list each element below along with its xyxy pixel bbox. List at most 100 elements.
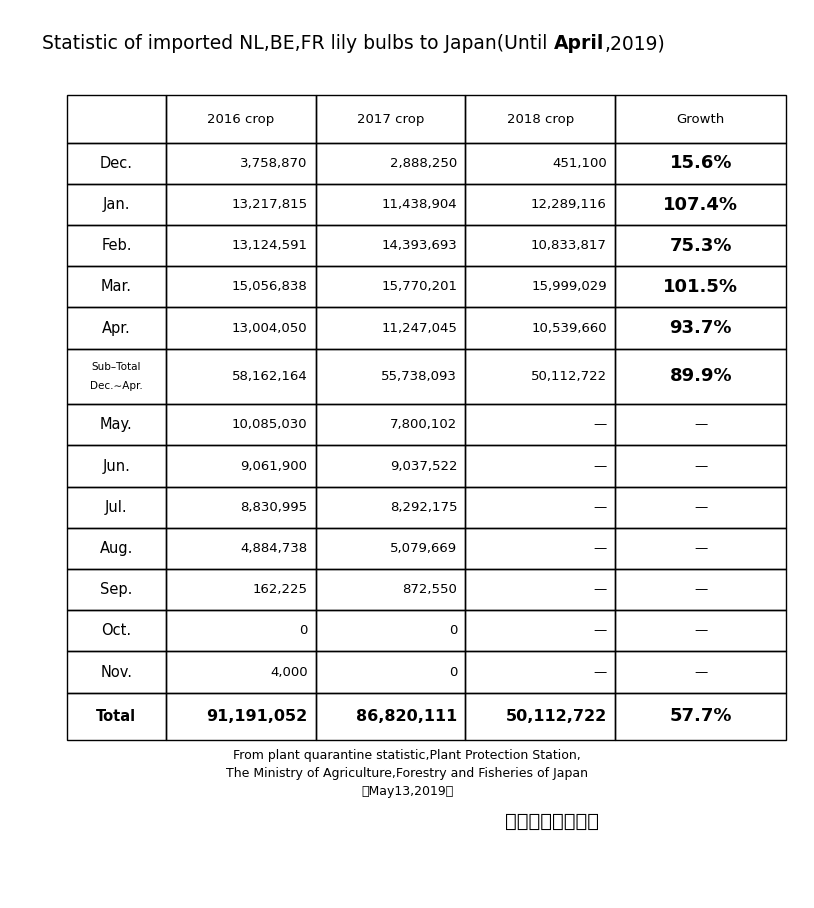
Text: Jul.: Jul. bbox=[105, 499, 128, 515]
Bar bbox=[466, 404, 615, 446]
Text: —: — bbox=[593, 583, 607, 597]
Text: 50,112,722: 50,112,722 bbox=[531, 370, 607, 383]
Text: 2017 crop: 2017 crop bbox=[357, 113, 424, 125]
Bar bbox=[615, 610, 786, 651]
Bar bbox=[316, 569, 466, 610]
Bar bbox=[466, 487, 615, 528]
Bar bbox=[466, 569, 615, 610]
Text: 2016 crop: 2016 crop bbox=[208, 113, 274, 125]
Text: 12,289,116: 12,289,116 bbox=[531, 198, 607, 211]
Text: —: — bbox=[694, 459, 707, 472]
Text: Statistic of imported NL,BE,FR lily bulbs to Japan(Until: Statistic of imported NL,BE,FR lily bulb… bbox=[42, 35, 554, 53]
Bar bbox=[615, 143, 786, 184]
Text: 451,100: 451,100 bbox=[552, 157, 607, 170]
Bar bbox=[316, 693, 466, 740]
Text: Jan.: Jan. bbox=[103, 197, 130, 212]
Text: Apr.: Apr. bbox=[102, 321, 131, 336]
Text: 872,550: 872,550 bbox=[402, 583, 457, 597]
Text: 93.7%: 93.7% bbox=[669, 319, 732, 337]
Text: —: — bbox=[593, 666, 607, 678]
Text: 86,820,111: 86,820,111 bbox=[356, 709, 457, 724]
Text: Dec.∼Apr.: Dec.∼Apr. bbox=[90, 381, 142, 391]
Bar bbox=[466, 528, 615, 569]
Text: 10,085,030: 10,085,030 bbox=[232, 419, 308, 431]
Bar bbox=[166, 225, 316, 266]
Bar bbox=[466, 225, 615, 266]
Bar bbox=[67, 184, 166, 225]
Bar bbox=[67, 651, 166, 693]
Bar bbox=[67, 610, 166, 651]
Text: 2018 crop: 2018 crop bbox=[506, 113, 574, 125]
Bar bbox=[316, 266, 466, 308]
Bar bbox=[67, 404, 166, 446]
Bar bbox=[166, 308, 316, 349]
Bar bbox=[615, 308, 786, 349]
Text: 75.3%: 75.3% bbox=[669, 237, 732, 255]
Bar bbox=[615, 266, 786, 308]
Text: Sep.: Sep. bbox=[100, 582, 133, 597]
Bar bbox=[466, 651, 615, 693]
Bar bbox=[316, 95, 466, 143]
Text: 107.4%: 107.4% bbox=[663, 195, 738, 213]
Bar bbox=[166, 95, 316, 143]
Bar bbox=[466, 184, 615, 225]
Text: —: — bbox=[694, 625, 707, 637]
Text: 58,162,164: 58,162,164 bbox=[232, 370, 308, 383]
Bar bbox=[316, 308, 466, 349]
Bar bbox=[67, 349, 166, 404]
Text: 9,037,522: 9,037,522 bbox=[390, 459, 457, 472]
Text: Nov.: Nov. bbox=[100, 665, 133, 679]
Text: —: — bbox=[694, 666, 707, 678]
Text: 57.7%: 57.7% bbox=[669, 707, 732, 725]
Text: 0: 0 bbox=[449, 625, 457, 637]
Text: 15.6%: 15.6% bbox=[669, 154, 732, 173]
Bar bbox=[615, 404, 786, 446]
Text: Mar.: Mar. bbox=[101, 280, 132, 294]
Text: Total: Total bbox=[96, 709, 137, 724]
Bar bbox=[67, 569, 166, 610]
Bar bbox=[466, 349, 615, 404]
Text: April: April bbox=[554, 35, 604, 53]
Bar bbox=[466, 143, 615, 184]
Bar bbox=[316, 404, 466, 446]
Text: 13,004,050: 13,004,050 bbox=[232, 321, 308, 334]
Text: 10,539,660: 10,539,660 bbox=[532, 321, 607, 334]
Bar bbox=[316, 528, 466, 569]
Bar bbox=[316, 349, 466, 404]
Text: 13,217,815: 13,217,815 bbox=[231, 198, 308, 211]
Bar bbox=[615, 528, 786, 569]
Bar bbox=[615, 693, 786, 740]
Bar bbox=[615, 349, 786, 404]
Bar bbox=[615, 651, 786, 693]
Text: —: — bbox=[593, 542, 607, 555]
Text: 91,191,052: 91,191,052 bbox=[206, 709, 308, 724]
Text: —: — bbox=[694, 419, 707, 431]
Text: 10,833,817: 10,833,817 bbox=[531, 239, 607, 252]
Text: From plant quarantine statistic,Plant Protection Station,: From plant quarantine statistic,Plant Pr… bbox=[233, 749, 581, 762]
Bar bbox=[316, 143, 466, 184]
Text: 50,112,722: 50,112,722 bbox=[505, 709, 607, 724]
Bar bbox=[166, 693, 316, 740]
Text: 15,770,201: 15,770,201 bbox=[381, 281, 457, 293]
Bar bbox=[67, 446, 166, 487]
Bar bbox=[67, 308, 166, 349]
Text: —: — bbox=[593, 419, 607, 431]
Bar bbox=[67, 95, 166, 143]
Bar bbox=[466, 266, 615, 308]
Bar bbox=[166, 569, 316, 610]
Text: Feb.: Feb. bbox=[101, 238, 132, 253]
Text: 2,888,250: 2,888,250 bbox=[390, 157, 457, 170]
Bar bbox=[67, 487, 166, 528]
Bar bbox=[316, 225, 466, 266]
Bar bbox=[67, 528, 166, 569]
Text: 89.9%: 89.9% bbox=[669, 368, 732, 386]
Bar bbox=[67, 143, 166, 184]
Bar bbox=[466, 446, 615, 487]
Text: 0: 0 bbox=[449, 666, 457, 678]
Text: 4,000: 4,000 bbox=[270, 666, 308, 678]
Bar bbox=[67, 693, 166, 740]
Bar bbox=[316, 446, 466, 487]
Text: 15,056,838: 15,056,838 bbox=[232, 281, 308, 293]
Bar bbox=[316, 184, 466, 225]
Bar bbox=[166, 487, 316, 528]
